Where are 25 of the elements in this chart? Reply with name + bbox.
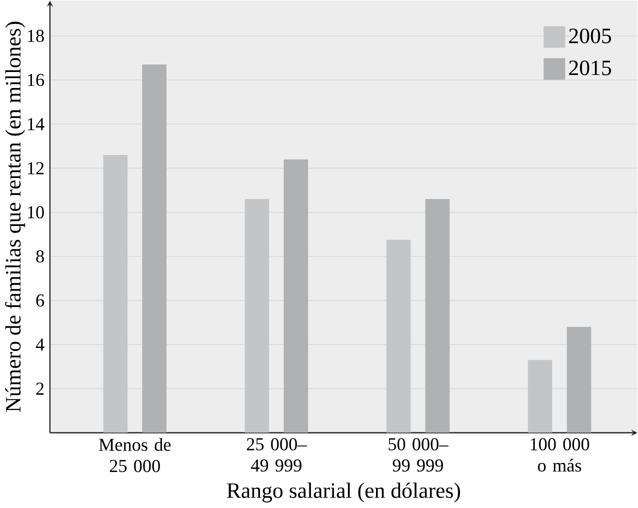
legend-label: 2005 — [569, 28, 612, 44]
y-tick-label: 4 — [36, 338, 44, 351]
x-tick-label: 25 000– 49 999 — [246, 438, 307, 472]
bar — [528, 360, 552, 434]
y-tick-label: 16 — [28, 74, 44, 86]
y-tick-label: 12 — [28, 162, 44, 174]
bar — [142, 64, 166, 434]
bar — [103, 155, 128, 434]
bar — [425, 199, 450, 434]
y-tick-label: 18 — [28, 30, 44, 42]
bar — [566, 327, 592, 434]
bar — [386, 240, 411, 434]
y-tick-label: 10 — [28, 206, 44, 219]
y-tick-label: 8 — [36, 250, 44, 263]
y-tick-label: 14 — [28, 118, 44, 130]
y-tick-label: 2 — [36, 382, 44, 395]
x-tick-label: 50 000– 99 999 — [388, 438, 448, 472]
x-tick-label: Menos de 25 000 — [99, 438, 171, 472]
y-tick-label: 6 — [36, 294, 44, 307]
bar — [244, 199, 270, 434]
x-tick-label: 100 000 o más — [530, 438, 590, 472]
legend-label: 2015 — [569, 60, 612, 76]
y-axis-title: Número de familias que rentan (en millones) — [5, 22, 26, 412]
bar — [284, 160, 308, 434]
x-axis-title: Rango salarial (en dólares) — [226, 482, 460, 503]
